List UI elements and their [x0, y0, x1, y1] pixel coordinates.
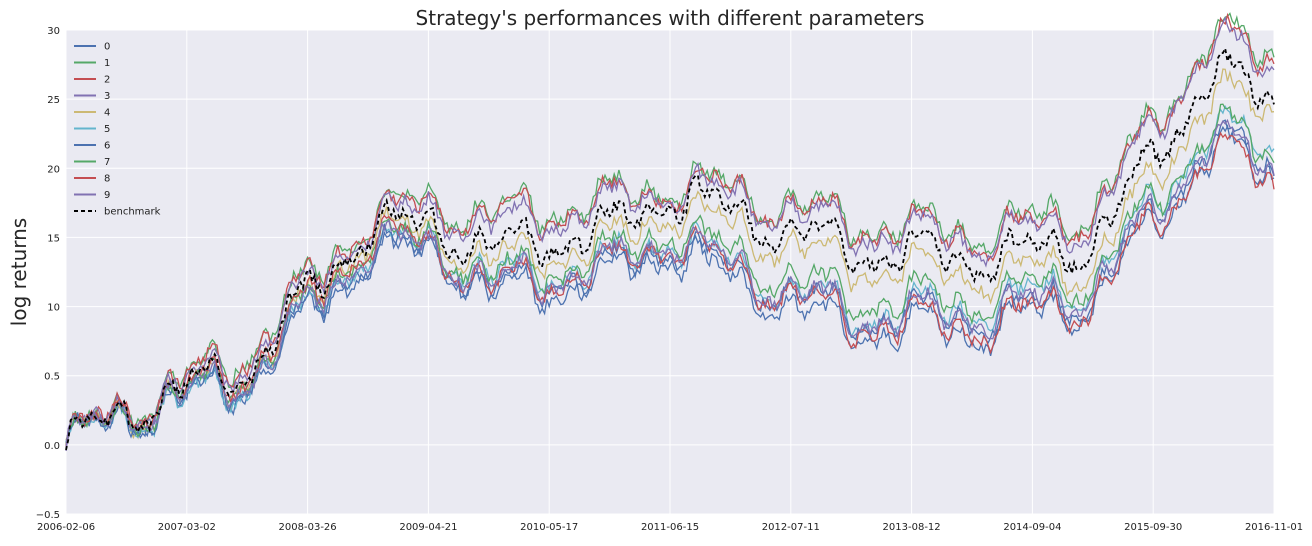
series-line-1	[65, 12, 1275, 448]
x-tick-label: 2007-03-02	[158, 522, 216, 533]
x-tick-label: 2016-11-01	[1245, 522, 1303, 533]
series-line-0	[65, 124, 1275, 447]
y-tick-label: 10	[47, 303, 60, 314]
x-tick-label: 2011-06-15	[641, 522, 699, 533]
legend-label-6: 6	[104, 141, 110, 152]
x-tick-label: 2008-03-26	[279, 522, 337, 533]
chart-title: Strategy's performances with different p…	[416, 6, 925, 30]
x-tick-label: 2006-02-06	[37, 522, 95, 533]
series-line-7	[65, 103, 1275, 446]
legend-label-2: 2	[104, 75, 110, 86]
x-tick-label: 2014-09-04	[1003, 522, 1061, 533]
legend-label-4: 4	[104, 108, 110, 119]
legend: 0 1 2 3 4 5 6 7 8 9 benchmark	[74, 42, 161, 218]
x-tick-label: 2009-04-21	[399, 522, 457, 533]
x-tick-label: 2010-05-17	[520, 522, 578, 533]
y-tick-label: 15	[47, 233, 60, 244]
grid-lines	[65, 29, 1275, 515]
x-tick-labels: 2006-02-06 2007-03-02 2008-03-26 2009-04-21…	[37, 522, 1303, 533]
legend-label-8: 8	[104, 174, 110, 185]
y-tick-label: 25	[47, 95, 60, 106]
y-tick-labels: −0.5 0.0 0.5 10 15 20 25 30	[36, 26, 60, 521]
legend-label-benchmark: benchmark	[104, 207, 161, 218]
y-tick-label: 30	[47, 26, 60, 37]
series-line-4	[65, 68, 1275, 441]
series-line-9	[65, 118, 1275, 449]
legend-label-0: 0	[104, 42, 110, 53]
y-tick-label: 20	[47, 164, 60, 175]
y-tick-label: 0.0	[44, 441, 60, 452]
legend-label-7: 7	[104, 157, 110, 168]
y-axis-label: log returns	[7, 218, 31, 326]
series-line-6	[65, 119, 1275, 444]
series-line-benchmark	[65, 45, 1275, 451]
legend-label-5: 5	[104, 124, 110, 135]
legend-label-1: 1	[104, 58, 110, 69]
legend-label-3: 3	[104, 91, 110, 102]
x-tick-label: 2013-08-12	[883, 522, 941, 533]
legend-label-9: 9	[104, 190, 110, 201]
series-line-3	[65, 16, 1275, 451]
y-tick-label: −0.5	[36, 510, 60, 521]
series-line-2	[65, 12, 1275, 450]
x-tick-label: 2015-09-30	[1124, 522, 1182, 533]
x-tick-label: 2012-07-11	[762, 522, 820, 533]
series-lines	[65, 12, 1275, 451]
y-tick-label: 0.5	[44, 372, 60, 383]
